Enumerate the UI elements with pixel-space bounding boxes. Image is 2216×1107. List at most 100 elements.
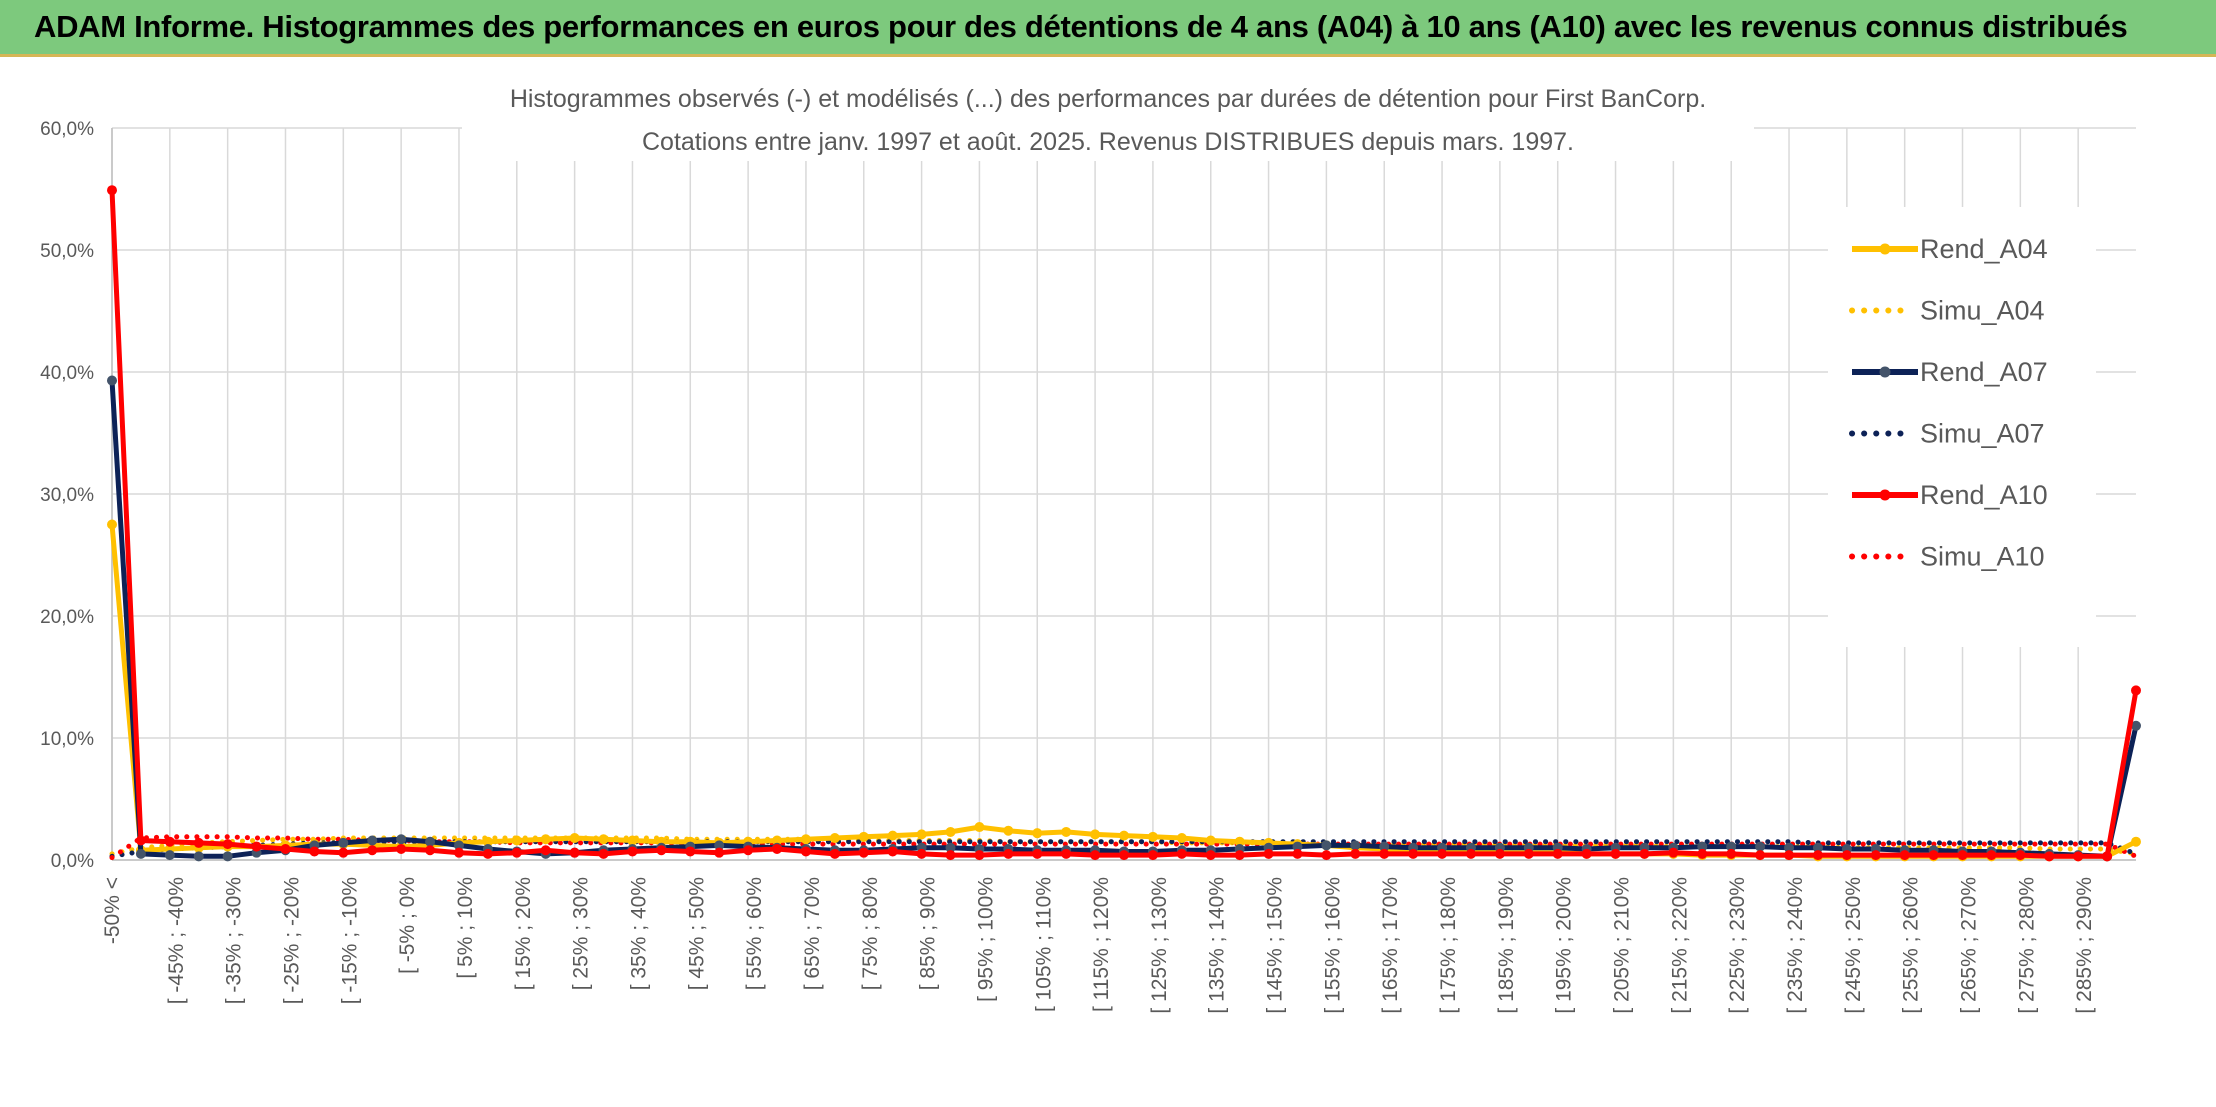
data-point: [1755, 850, 1766, 861]
legend-label: Simu_A07: [1920, 419, 2045, 449]
data-point: [1234, 850, 1245, 861]
x-tick-label: [ 265% ; 270%: [1958, 877, 1981, 1014]
data-point: [1090, 829, 1101, 840]
report-banner: ADAM Informe. Histogrammes des performan…: [0, 0, 2216, 57]
data-point: [1784, 850, 1795, 861]
data-point: [916, 829, 927, 840]
data-point: [164, 836, 175, 847]
x-tick-label: [ 145% ; 150%: [1264, 877, 1287, 1014]
histogram-chart: 0,0% 10,0% 20,0% 30,0% 40,0% 50,0% 60,0% -50% …: [40, 79, 2141, 1014]
y-tick-label: 50,0%: [40, 241, 94, 262]
data-point: [858, 847, 869, 858]
series-rend-a10: [107, 185, 2141, 862]
report-title: ADAM Informe. Histogrammes des performan…: [34, 9, 2128, 44]
data-point: [107, 519, 117, 530]
x-tick-label: [ 215% ; 220%: [1668, 877, 1691, 1014]
data-point: [453, 847, 464, 858]
chart-legend: Rend_A04 Simu_A04 Rend_A07 Simu_A07 Rend_A10…: [1828, 207, 2096, 647]
legend-marker: [1879, 366, 1891, 378]
data-point: [367, 845, 378, 856]
data-point: [1147, 831, 1158, 842]
title-backdrop: [462, 79, 1754, 161]
x-tick-label: [ 135% ; 140%: [1206, 877, 1229, 1014]
data-point: [1957, 850, 1968, 861]
data-point: [627, 835, 638, 846]
x-tick-label: [ 35% ; 40%: [627, 877, 650, 990]
data-point: [1263, 848, 1274, 859]
data-point: [1639, 848, 1650, 859]
data-point: [1090, 850, 1101, 861]
data-point: [1668, 847, 1679, 858]
x-tick-label: [ 185% ; 190%: [1495, 877, 1518, 1014]
data-point: [1003, 848, 1014, 859]
x-tick-label: -50% <: [101, 877, 124, 944]
data-point: [829, 833, 840, 844]
data-point: [1321, 840, 1332, 851]
data-point: [569, 833, 580, 844]
data-point: [1697, 848, 1708, 859]
x-tick-label: [ -35% ; -30%: [223, 877, 246, 1004]
data-point: [135, 835, 146, 846]
data-point: [1523, 848, 1534, 859]
data-point: [511, 847, 522, 858]
data-point: [309, 846, 320, 857]
data-point: [511, 835, 522, 846]
data-point: [1494, 848, 1505, 859]
data-point: [2044, 851, 2055, 862]
data-point: [772, 844, 783, 855]
legend-item-simu-a10: Simu_A10: [1849, 542, 2045, 572]
data-point: [569, 847, 580, 858]
y-tick-label: 20,0%: [40, 607, 94, 628]
data-point: [1061, 826, 1072, 837]
x-tick-label: [ 15% ; 20%: [512, 877, 535, 990]
data-point: [1292, 848, 1303, 859]
data-point: [974, 822, 985, 833]
data-point: [425, 836, 436, 847]
data-point: [280, 844, 291, 855]
chart-series: [107, 185, 2141, 862]
y-tick-label: 40,0%: [40, 363, 94, 384]
data-point: [1986, 850, 1997, 861]
data-point: [800, 834, 811, 845]
x-tick-label: [ 75% ; 80%: [859, 877, 882, 990]
data-point: [2015, 850, 2026, 861]
data-point: [1899, 850, 1910, 861]
data-point: [1205, 850, 1216, 861]
data-point: [1610, 848, 1621, 859]
legend-box: [1828, 207, 2096, 647]
x-tick-label: [ 165% ; 170%: [1379, 877, 1402, 1014]
x-tick-label: [ -15% ; -10%: [338, 877, 361, 1004]
data-point: [1841, 850, 1852, 861]
x-tick-label: [ -45% ; -40%: [165, 877, 188, 1004]
legend-item-rend-a07: Rend_A07: [1852, 357, 2048, 387]
data-point: [916, 848, 927, 859]
y-tick-label: 30,0%: [40, 485, 94, 506]
x-tick-label: [ 195% ; 200%: [1553, 877, 1576, 1014]
x-tick-label: [ 225% ; 230%: [1726, 877, 1749, 1014]
x-tick-label: [ 235% ; 240%: [1784, 877, 1807, 1014]
data-point: [135, 848, 146, 859]
data-point: [1176, 833, 1187, 844]
legend-label: Rend_A10: [1920, 480, 2048, 510]
data-point: [1726, 848, 1737, 859]
data-point: [829, 848, 840, 859]
x-tick-label: [ 55% ; 60%: [743, 877, 766, 990]
x-tick-label: [ 45% ; 50%: [685, 877, 708, 990]
chart-area: 0,0% 10,0% 20,0% 30,0% 40,0% 50,0% 60,0% -50% …: [0, 57, 2216, 1102]
data-point: [1755, 841, 1766, 852]
data-point: [627, 846, 638, 857]
data-point: [1408, 848, 1419, 859]
data-point: [1350, 840, 1361, 851]
data-point: [1870, 850, 1881, 861]
data-point: [1552, 848, 1563, 859]
data-point: [800, 846, 811, 857]
data-point: [164, 850, 175, 861]
x-tick-label: [ 155% ; 160%: [1321, 877, 1344, 1014]
data-point: [1379, 848, 1390, 859]
data-point: [2102, 851, 2113, 862]
data-point: [887, 830, 898, 841]
data-point: [598, 834, 609, 845]
chart-title: Histogrammes observés (-) et modélisés (…: [510, 85, 1706, 113]
data-point: [540, 845, 551, 856]
x-tick-label: [ 255% ; 260%: [1900, 877, 1923, 1014]
